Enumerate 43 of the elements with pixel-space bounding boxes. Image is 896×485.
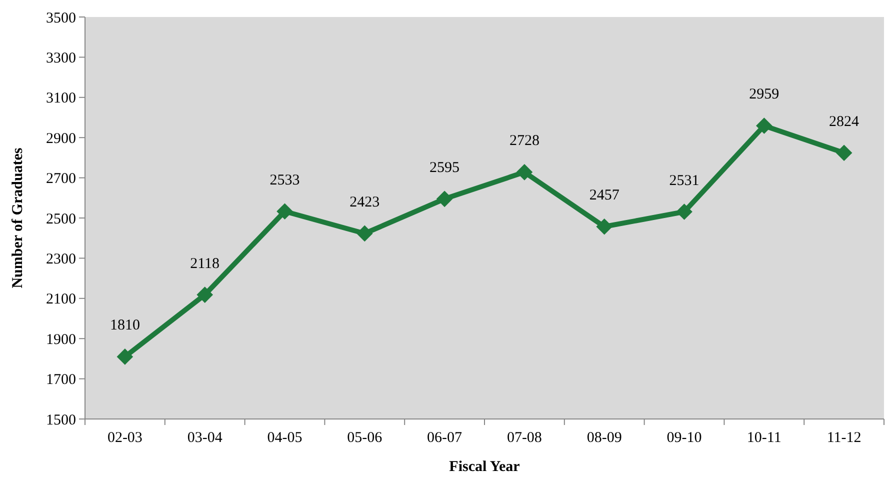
data-label: 2423 [350,194,380,210]
x-tick-label: 02-03 [107,430,142,446]
y-tick-label: 2300 [46,251,76,268]
data-label: 2531 [669,172,700,189]
x-tick-label: 06-07 [427,430,463,446]
data-label: 2959 [749,86,780,103]
x-tick-label: 04-05 [267,430,302,446]
y-axis-title: Number of Graduates [10,148,26,288]
point [196,286,214,303]
x-tick-label: 10-11 [746,430,782,446]
point [356,225,373,242]
x-tick-label: 05-06 [347,430,383,446]
data-label: 1810 [110,318,140,334]
point [756,118,772,134]
data-label: 2728 [509,133,540,150]
data-label: 2595 [430,160,460,176]
y-tick-label: 2500 [46,211,76,228]
x-axis-title: Fiscal Year [449,459,520,475]
point [276,203,293,220]
x-tick-label: 08-09 [586,430,622,446]
data-label: 2457 [589,188,620,204]
x-tick-label: 03-04 [187,430,223,446]
x-tick-label: 07-08 [506,430,542,446]
point [116,348,134,365]
point [516,164,533,180]
point [676,204,692,220]
y-tick-label: 1900 [46,332,76,348]
y-tick-label: 1700 [46,372,76,388]
y-tick-label: 2100 [46,292,76,308]
y-tick-label: 1500 [46,412,76,428]
x-tick-label: 09-10 [666,430,702,446]
data-label: 2824 [829,114,860,130]
point [836,144,852,162]
y-tick-label: 3300 [46,50,76,66]
data-label: 2118 [190,256,220,272]
x-tick-label: 11-12 [826,430,862,446]
point [596,218,613,235]
y-tick-label: 3500 [46,10,76,26]
data-label: 2533 [270,172,300,188]
point [436,190,453,208]
y-tick-label: 2900 [46,130,76,147]
y-tick-label: 2700 [46,171,76,188]
y-tick-label: 3100 [46,90,76,107]
